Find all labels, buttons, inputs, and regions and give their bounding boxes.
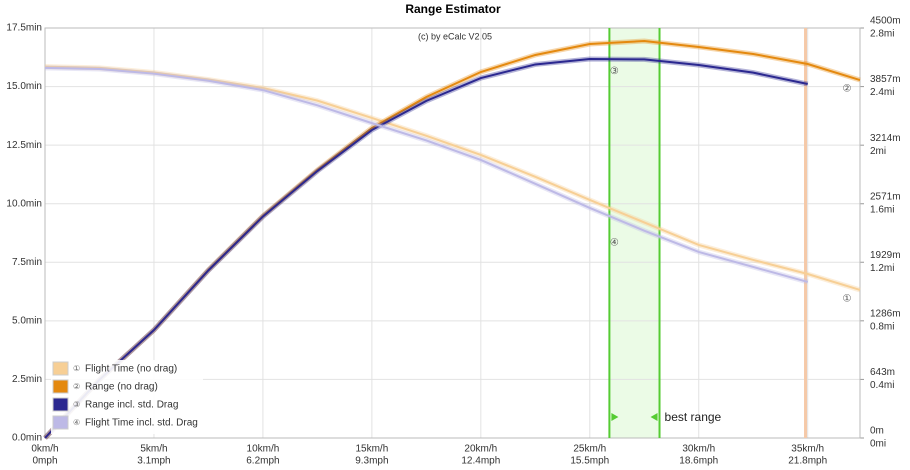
legend: ① Flight Time (no drag) ② Range (no drag) ③ R… — [51, 360, 203, 434]
x-tick-label: 15km/h — [355, 444, 388, 455]
y-tick-label: 5.0min — [12, 315, 42, 326]
x-tick-label: 9.3mph — [355, 456, 388, 467]
y2-tick-label: 0mi — [870, 439, 886, 450]
y-tick-label: 10.0min — [6, 198, 42, 209]
x-tick-label: 0km/h — [31, 444, 58, 455]
y2-tick-label: 2mi — [870, 146, 886, 157]
series-marker: ① — [843, 294, 852, 305]
arrow — [611, 413, 619, 421]
plot-frame — [44, 27, 861, 439]
series-marker: ② — [843, 84, 852, 95]
y2-tick-label: 0.4mi — [870, 380, 894, 391]
series-line — [44, 66, 808, 283]
y2-tick-label: 643m — [870, 367, 895, 378]
y2-tick-label: 0.8mi — [870, 321, 894, 332]
legend-swatch — [52, 397, 69, 412]
legend-marker: ① — [73, 364, 80, 373]
y2-tick-label: 0m — [870, 426, 884, 437]
y-tick-label: 17.5min — [6, 23, 42, 34]
x-tick-label: 0mph — [32, 456, 57, 467]
series-marker: ④ — [610, 237, 619, 248]
legend-label: Range (no drag) — [85, 382, 158, 393]
x-tick-label: 20km/h — [464, 444, 497, 455]
legend-swatch — [52, 379, 69, 394]
x-tick-label: 12.4mph — [461, 456, 500, 467]
x-tick-label: 10km/h — [247, 444, 280, 455]
legend-marker: ④ — [73, 418, 80, 427]
legend-marker: ③ — [73, 400, 80, 409]
series-line — [44, 57, 808, 439]
legend-swatch — [52, 361, 69, 376]
x-tick-label: 18.6mph — [679, 456, 718, 467]
y2-tick-label: 2.8mi — [870, 29, 894, 40]
legend-label: Flight Time (no drag) — [85, 364, 177, 375]
x-tick-label: 15.5mph — [570, 456, 609, 467]
x-tick-label: 5km/h — [140, 444, 167, 455]
x-tick-label: 30km/h — [682, 444, 715, 455]
y2-tick-label: 2571m — [870, 191, 901, 202]
y2-tick-label: 3214m — [870, 133, 901, 144]
y-tick-label: 2.5min — [12, 374, 42, 385]
y2-tick-label: 1286m — [870, 308, 901, 319]
legend-box — [51, 360, 203, 434]
legend-marker: ② — [73, 382, 80, 391]
y2-tick-label: 3857m — [870, 74, 901, 85]
series-line — [44, 65, 861, 291]
x-tick-label: 3.1mph — [137, 456, 170, 467]
legend-label: Range incl. std. Drag — [85, 400, 178, 411]
x-tick-label: 35km/h — [791, 444, 824, 455]
x-tick-label: 25km/h — [573, 444, 606, 455]
y2-tick-label: 1929m — [870, 250, 901, 261]
y2-tick-label: 1.6mi — [870, 204, 894, 215]
legend-swatch — [52, 415, 69, 430]
y2-tick-label: 2.4mi — [870, 87, 894, 98]
legend-label: Flight Time incl. std. Drag — [85, 418, 198, 429]
x-tick-label: 6.2mph — [246, 456, 279, 467]
copyright: (c) by eCalc V2.05 — [418, 31, 492, 41]
y-tick-label: 7.5min — [12, 257, 42, 268]
best-range-label: best range — [665, 410, 722, 424]
y2-tick-label: 4500m — [870, 16, 901, 27]
chart-title: Range Estimator — [405, 2, 501, 16]
y2-tick-label: 1.2mi — [870, 263, 894, 274]
x-tick-label: 21.8mph — [788, 456, 827, 467]
y-tick-label: 0.0min — [12, 433, 42, 444]
y-tick-label: 15.0min — [6, 81, 42, 92]
arrow — [650, 413, 658, 421]
series-marker: ③ — [610, 66, 619, 77]
y-tick-label: 12.5min — [6, 140, 42, 151]
